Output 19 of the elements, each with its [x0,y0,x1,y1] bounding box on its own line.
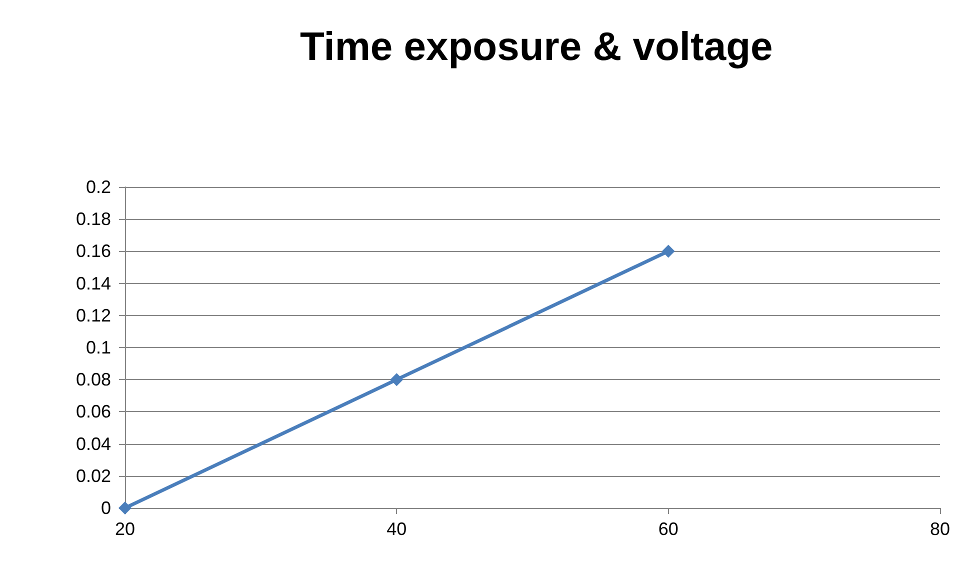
y-tick-label: 0.08 [76,370,111,390]
point [390,373,404,386]
y-tick-label: 0.1 [86,338,111,358]
x-tick-label: 40 [386,519,407,539]
y-tick-label: 0.2 [86,177,111,197]
point [662,244,675,258]
y-tick-label: 0 [100,498,111,518]
y-tick-label: 0.06 [76,402,111,422]
y-tick-label: 0.12 [76,305,111,326]
y-tick-label: 0.16 [76,241,111,262]
y-tick-label: 0.14 [76,273,111,294]
x-tick-label: 80 [930,519,950,539]
chart-title: Time exposure & voltage [300,25,773,69]
y-tick-label: 0.18 [76,209,111,230]
x-tick-label: 60 [658,519,678,539]
point [118,502,132,514]
y-tick-label: 0.04 [76,434,111,454]
y-tick-label: 0.02 [76,466,111,486]
x-tick-label: 20 [114,519,136,539]
